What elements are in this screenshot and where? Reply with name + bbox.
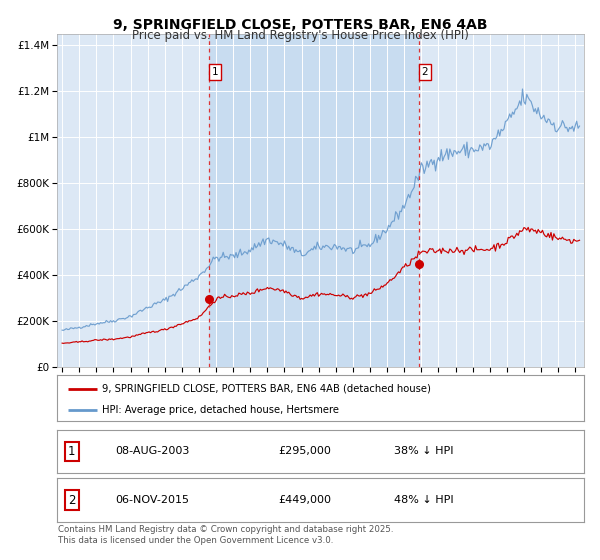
Text: HPI: Average price, detached house, Hertsmere: HPI: Average price, detached house, Hert… — [102, 405, 339, 414]
Text: 9, SPRINGFIELD CLOSE, POTTERS BAR, EN6 4AB: 9, SPRINGFIELD CLOSE, POTTERS BAR, EN6 4… — [113, 18, 487, 32]
Text: Price paid vs. HM Land Registry's House Price Index (HPI): Price paid vs. HM Land Registry's House … — [131, 29, 469, 42]
Text: 38% ↓ HPI: 38% ↓ HPI — [394, 446, 454, 456]
Text: 9, SPRINGFIELD CLOSE, POTTERS BAR, EN6 4AB (detached house): 9, SPRINGFIELD CLOSE, POTTERS BAR, EN6 4… — [102, 384, 431, 394]
Text: £449,000: £449,000 — [278, 495, 331, 505]
Text: £295,000: £295,000 — [278, 446, 331, 456]
Text: 1: 1 — [68, 445, 76, 458]
Text: 2: 2 — [68, 493, 76, 507]
Text: 08-AUG-2003: 08-AUG-2003 — [115, 446, 190, 456]
Text: 48% ↓ HPI: 48% ↓ HPI — [394, 495, 454, 505]
Text: 06-NOV-2015: 06-NOV-2015 — [115, 495, 189, 505]
Text: Contains HM Land Registry data © Crown copyright and database right 2025.
This d: Contains HM Land Registry data © Crown c… — [58, 525, 394, 545]
Text: 2: 2 — [421, 67, 428, 77]
Text: 1: 1 — [212, 67, 218, 77]
Bar — [209, 34, 419, 367]
